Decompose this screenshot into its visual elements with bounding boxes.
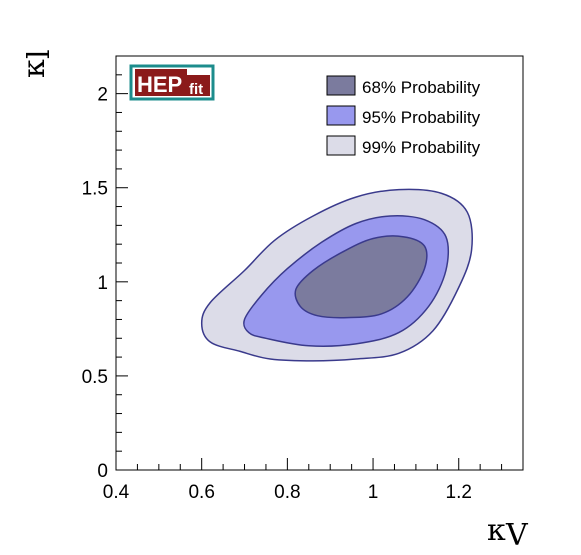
axis-ticks	[115, 55, 524, 471]
y-tick-label: 0	[97, 461, 108, 482]
x-tick-label: 1.2	[446, 482, 472, 503]
legend-swatch-95	[326, 105, 356, 126]
x-tick-label: 1	[368, 482, 379, 503]
svg-text:V: V	[505, 518, 529, 553]
legend-label-99: 99% Probability	[362, 138, 481, 157]
y-tick-label: 1	[97, 273, 108, 294]
y-tick-label: 1.5	[82, 179, 108, 200]
x-tick-label: 0.6	[188, 482, 214, 503]
y-axis-title: κ l	[17, 49, 57, 78]
svg-text:κ: κ	[17, 59, 52, 78]
svg-text:l: l	[22, 49, 57, 59]
x-tick-label: 0.8	[274, 482, 300, 503]
axis-tick-labels: 0.4 0.6 0.8 1 1.2 0 0.5 1 1.5 2	[82, 85, 472, 503]
legend-label-68: 68% Probability	[362, 78, 481, 97]
logo-main: HEP	[137, 72, 182, 97]
x-axis-title: κ V	[487, 513, 529, 553]
svg-text:κ: κ	[487, 513, 506, 548]
hepfit-logo: HEP fit	[129, 64, 215, 101]
logo-sub: fit	[189, 81, 203, 98]
probability-regions	[200, 188, 473, 362]
legend-label-95: 95% Probability	[362, 108, 481, 127]
y-tick-label: 0.5	[82, 367, 108, 388]
y-tick-label: 2	[97, 85, 108, 106]
region-68-probability	[294, 235, 428, 319]
legend-swatch-99	[326, 135, 356, 156]
legend: 68% Probability 95% Probability 99% Prob…	[326, 75, 481, 157]
legend-swatch-68	[326, 75, 356, 96]
x-tick-label: 0.4	[103, 482, 130, 503]
